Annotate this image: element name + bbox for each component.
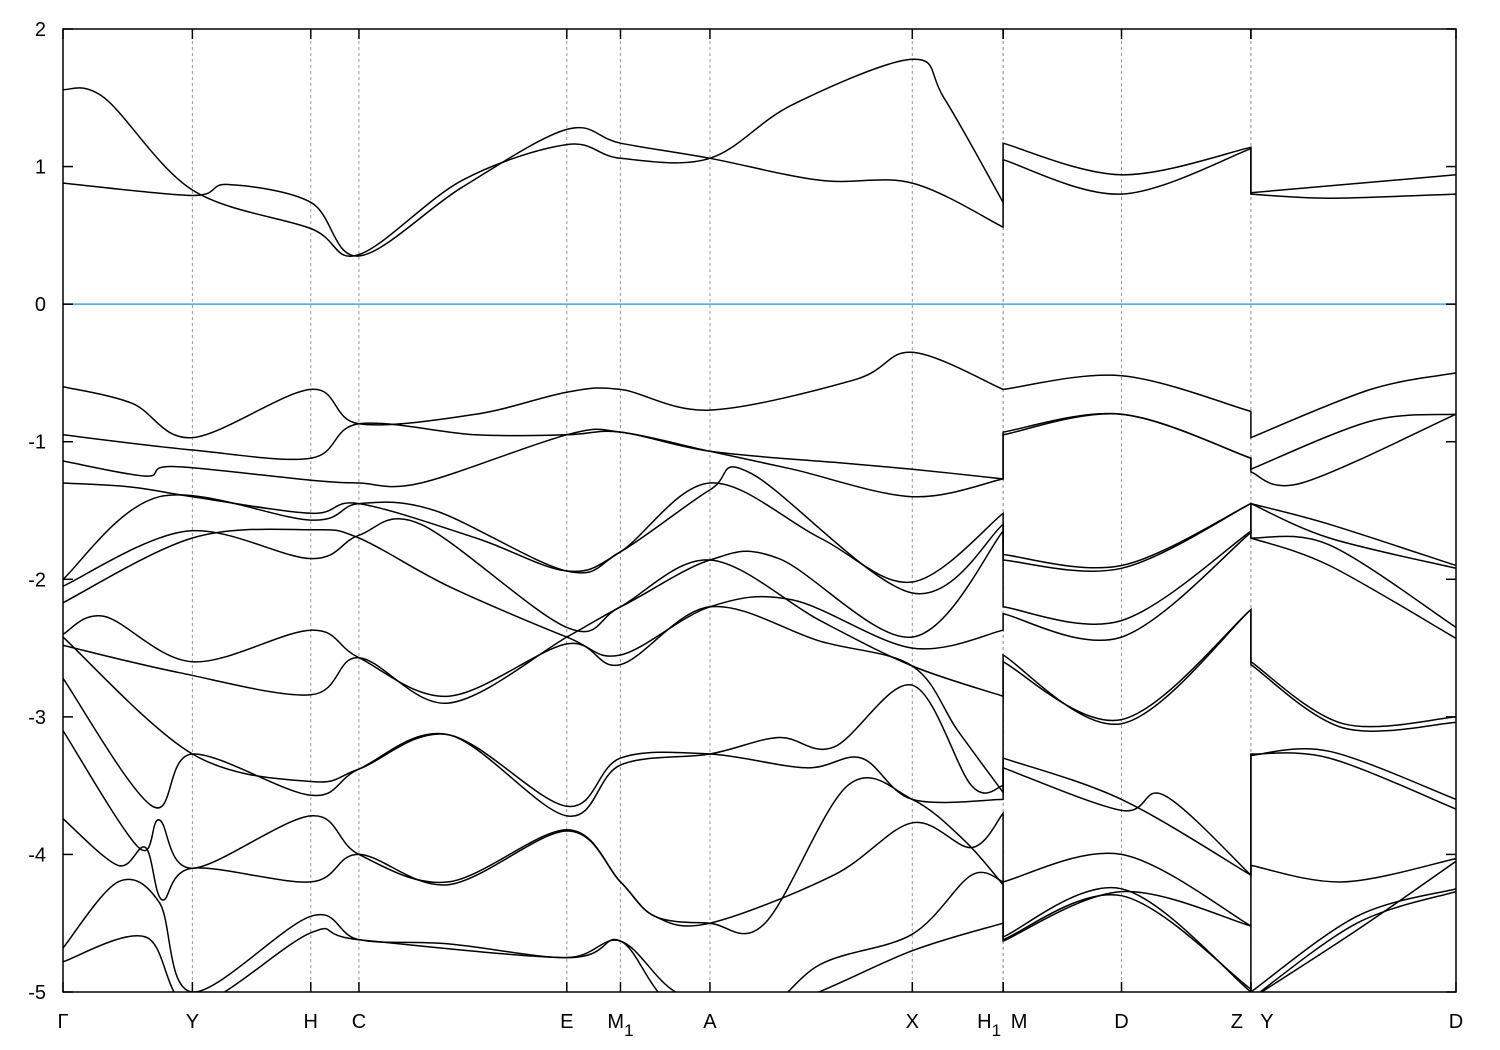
band-15	[63, 777, 1456, 992]
x-tick-label: M	[1011, 1011, 1028, 1033]
band-6	[63, 482, 1456, 584]
band-3	[63, 351, 1456, 439]
band-8	[63, 518, 1456, 640]
y-tick-label: -3	[28, 707, 46, 729]
x-tick-label: H1	[977, 1011, 1001, 1040]
band-11	[63, 559, 1456, 732]
y-tick-label: -4	[28, 844, 46, 866]
band-9	[63, 502, 1456, 657]
band-4	[63, 412, 1456, 480]
x-tick-label: D	[1114, 1011, 1128, 1033]
x-tick-label-subscript: 1	[992, 1021, 1001, 1040]
band-17	[63, 860, 1456, 992]
kpoint-gridlines	[62, 29, 1457, 992]
y-tick-label: -5	[28, 982, 46, 1004]
x-tick-label: C	[352, 1011, 366, 1033]
band-1	[63, 58, 1456, 257]
x-tick-label: H	[304, 1011, 318, 1033]
y-tick-label: 0	[35, 294, 46, 316]
bands	[63, 58, 1456, 992]
x-tick-label: Y	[1260, 1011, 1273, 1033]
band-12	[63, 636, 1456, 877]
plot-frame	[62, 28, 1457, 993]
band-7	[63, 466, 1456, 629]
band-10	[63, 605, 1456, 795]
band-14	[63, 730, 1456, 928]
x-tick-label: Γ	[57, 1011, 68, 1033]
y-tick-label: -2	[28, 569, 46, 591]
x-tick-label-subscript: 1	[624, 1021, 633, 1040]
y-tick-label: 2	[35, 19, 46, 41]
x-tick-label: X	[906, 1011, 919, 1033]
x-axis: Γ Y H C E M1 A X H1 M D Z Y D	[57, 29, 1463, 1040]
x-tick-label: Z	[1231, 1011, 1243, 1033]
x-tick-label: M1	[607, 1011, 633, 1040]
y-tick-label: 1	[35, 157, 46, 179]
band-2	[63, 126, 1456, 257]
x-tick-label: Y	[186, 1011, 199, 1033]
band-5	[63, 412, 1456, 498]
x-tick-label: E	[560, 1011, 573, 1033]
x-tick-label: D	[1449, 1011, 1463, 1033]
x-tick-label: A	[703, 1011, 717, 1033]
band-13	[63, 677, 1456, 877]
band-16	[63, 871, 1456, 992]
y-tick-label: -1	[28, 432, 46, 454]
y-axis: -5 -4 -3 -2 -1 0 1 2	[28, 19, 1456, 1004]
